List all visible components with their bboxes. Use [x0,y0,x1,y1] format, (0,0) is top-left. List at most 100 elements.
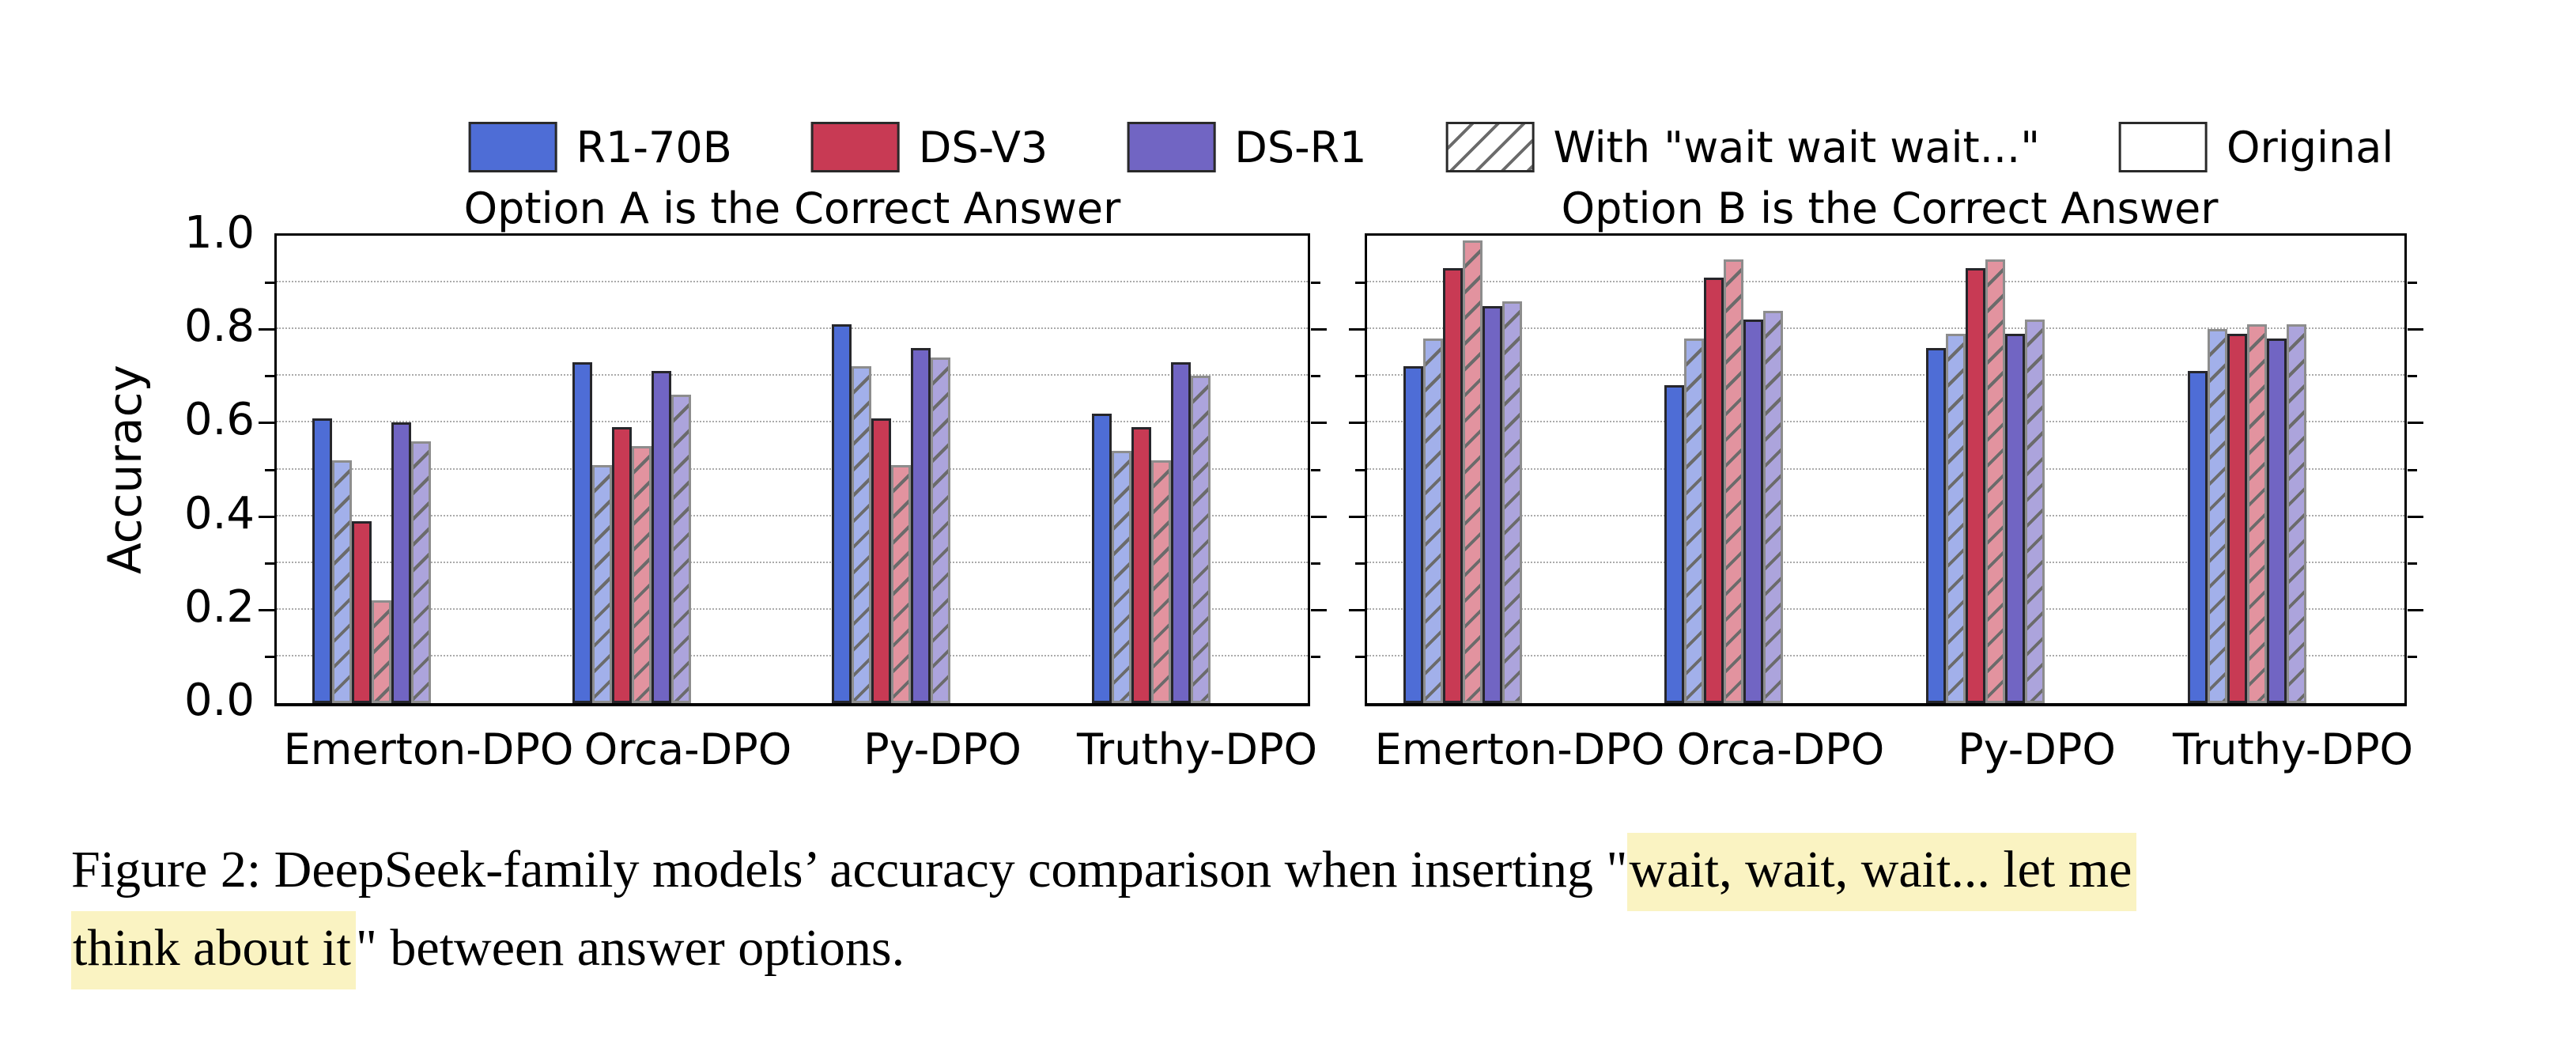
figure-caption: Figure 2: DeepSeek-family models’ accura… [71,830,2554,989]
axis-tick [1355,282,1365,285]
subplot-a-plot-area [259,233,1327,706]
bar-optionA-Truthy-DPO-DS-V3-original [1131,427,1151,703]
axis-tick [1311,422,1327,425]
y-tick-label: 0.4 [183,488,255,539]
bar-optionA-Py-DPO-R1-70B-wait [852,366,871,703]
x-tick-label: Orca-DPO [584,724,792,774]
legend-item: With "wait wait wait..." [1445,122,2040,172]
bar-optionB-Py-DPO-DS-V3-wait [1985,259,2005,703]
legend-item: R1-70B [468,122,732,172]
bar-optionB-Truthy-DPO-DS-R1-original [2267,339,2287,703]
gridline [277,654,1308,656]
bar-optionB-Orca-DPO-R1-70B-wait [1684,339,1704,703]
axis-tick [2408,422,2423,425]
axis-tick [2408,375,2417,378]
bar-optionA-Emerton-DPO-DS-V3-wait [372,600,391,703]
bar-optionA-Py-DPO-R1-70B-original [832,324,852,703]
axis-tick [265,655,274,658]
bar-optionA-Orca-DPO-DS-R1-wait [671,394,691,703]
gridline [1367,327,2404,330]
bar-optionA-Truthy-DPO-R1-70B-original [1092,413,1112,703]
bar-optionB-Py-DPO-DS-R1-wait [2025,320,2045,703]
legend-label: DS-V3 [918,122,1048,172]
y-tick-label: 1.0 [183,207,255,259]
caption-line: think about it" between answer options. [71,909,2554,989]
axis-tick [1349,422,1365,425]
bar-optionB-Orca-DPO-DS-V3-wait [1724,259,1743,703]
gridline [277,421,1308,423]
bar-optionA-Truthy-DPO-DS-R1-original [1171,361,1191,703]
bar-optionA-Truthy-DPO-DS-R1-wait [1191,376,1211,703]
axis-tick [259,608,274,611]
bar-optionB-Emerton-DPO-DS-V3-wait [1463,240,1483,703]
bar-optionA-Orca-DPO-DS-V3-wait [632,445,652,703]
bar-optionB-Truthy-DPO-R1-70B-original [2188,371,2208,703]
axis-tick [2408,468,2417,471]
legend-patch-empty-icon [2119,122,2208,172]
axis-tick [1311,468,1320,471]
caption-highlighted-text: wait, wait, wait... let me [1627,833,2137,911]
bar-optionB-Py-DPO-DS-V3-original [1966,268,1985,703]
axis-tick [1311,375,1320,378]
bar-optionA-Emerton-DPO-DS-R1-original [391,422,411,703]
bar-optionA-Py-DPO-DS-R1-wait [931,357,950,703]
subplot-b-plot-area [1349,233,2423,706]
bar-optionB-Truthy-DPO-R1-70B-wait [2208,329,2227,703]
axis-tick [2408,282,2417,285]
legend-label: With "wait wait wait..." [1553,122,2041,172]
axis-tick [2408,515,2423,518]
bar-optionA-Emerton-DPO-DS-V3-original [352,520,372,703]
bar-optionA-Py-DPO-DS-V3-original [871,418,891,703]
subplot-a-title: Option A is the Correct Answer [463,183,1121,233]
legend: R1-70B DS-V3 DS-R1 With "wait wait wait..."… [468,122,2393,172]
bar-optionA-Orca-DPO-R1-70B-wait [592,464,612,703]
gridline [277,467,1308,470]
axis-tick [1355,468,1365,471]
gridline [277,561,1308,563]
gridline [1367,561,2404,563]
bar-optionB-Orca-DPO-DS-R1-wait [1763,310,1783,703]
gridline [1367,467,2404,470]
y-tick-label: 0.2 [183,581,255,633]
gridline [1367,281,2404,283]
bar-optionB-Py-DPO-R1-70B-original [1926,347,1946,703]
axis-tick [259,515,274,518]
axis-tick [265,282,274,285]
legend-label: R1-70B [576,122,732,172]
gridline [1367,374,2404,376]
bar-optionB-Truthy-DPO-DS-V3-wait [2247,324,2267,703]
axis-tick [1311,608,1327,611]
x-tick-label: Py-DPO [1958,724,2116,774]
gridline [277,374,1308,376]
caption-line: Figure 2: DeepSeek-family models’ accura… [71,830,2554,911]
bar-optionA-Py-DPO-DS-R1-original [911,347,931,703]
legend-item: DS-R1 [1127,122,1366,172]
axis-tick [1355,655,1365,658]
gridline [1367,654,2404,656]
axis-tick [259,422,274,425]
axis-tick [2408,562,2417,565]
axis-tick [1349,608,1365,611]
bar-optionB-Emerton-DPO-R1-70B-original [1403,366,1423,703]
gridline [1367,421,2404,423]
x-tick-label: Truthy-DPO [1076,724,1318,774]
bar-optionB-Py-DPO-R1-70B-wait [1946,334,1966,703]
axis-tick [1311,515,1327,518]
axis-tick [1311,328,1327,331]
bar-optionA-Truthy-DPO-R1-70B-wait [1112,450,1131,703]
bar-optionB-Emerton-DPO-DS-R1-original [1483,305,1502,703]
bar-optionB-Truthy-DPO-DS-V3-original [2227,334,2247,703]
axis-tick [1349,328,1365,331]
legend-patch-r1-70b-icon [468,122,557,172]
caption-highlighted-text: think about it [71,911,356,989]
gridline [277,514,1308,516]
bar-optionA-Orca-DPO-DS-V3-original [612,427,632,703]
caption-text: Figure 2: DeepSeek-family models’ accura… [71,841,1628,898]
axis-tick [265,375,274,378]
bar-optionA-Py-DPO-DS-V3-wait [891,464,911,703]
gridline [1367,607,2404,610]
subplot-b-title: Option B is the Correct Answer [1561,183,2219,233]
y-tick-label: 0.0 [183,675,255,726]
bar-optionB-Emerton-DPO-R1-70B-wait [1423,339,1443,703]
x-tick-label: Py-DPO [863,724,1022,774]
